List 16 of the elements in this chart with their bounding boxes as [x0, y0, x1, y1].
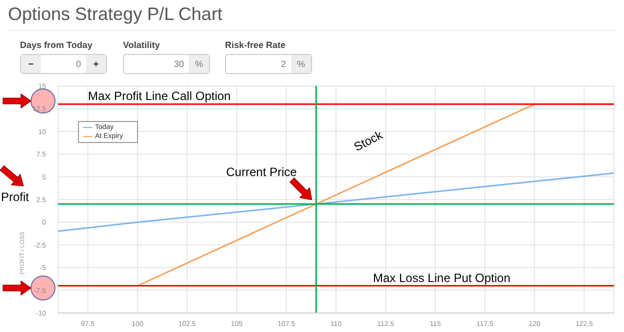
text: Days from Today [20, 40, 94, 50]
text: Risk-free Rate [225, 40, 287, 50]
text: Volatility [123, 40, 161, 50]
text: 2 [280, 58, 287, 71]
text: 30 [172, 58, 185, 71]
ref-line-label: Max Loss Line Put Option [373, 270, 510, 285]
annotation: Stock [352, 128, 385, 154]
ref-line-label: Current Price [226, 165, 298, 179]
ref-line-label: Profit [1, 190, 30, 204]
text: + [86, 55, 106, 73]
text: 0 [74, 58, 82, 71]
text: − [21, 55, 41, 73]
text: % [291, 55, 311, 73]
text: % [189, 55, 209, 73]
chart-title: Options Strategy P/L Chart [8, 4, 222, 25]
ref-line-label: Max Profit Line Call Option [88, 89, 231, 104]
